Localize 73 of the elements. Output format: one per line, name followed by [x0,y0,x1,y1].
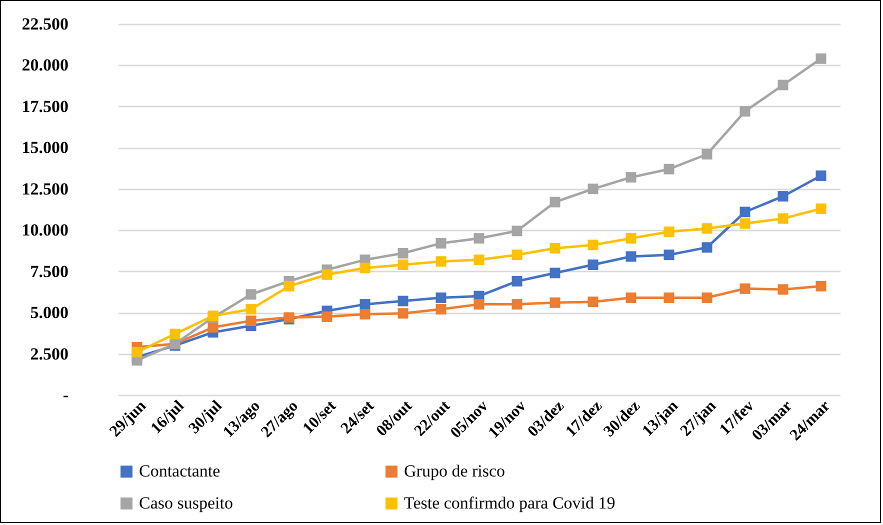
point [664,164,674,174]
point [246,304,256,314]
legend-label: Grupo de risco [404,462,506,481]
point [626,292,636,303]
point [436,304,446,314]
point [816,170,826,181]
point [436,292,446,303]
point [474,233,484,244]
point [588,240,598,250]
point [778,191,788,202]
point [436,256,446,267]
y-tick-label: 12.500 [22,179,68,198]
point [816,203,826,214]
point [550,268,560,278]
point [816,280,826,292]
point [284,280,294,292]
point [626,233,636,244]
point [740,218,750,229]
point [550,297,560,308]
point [740,283,750,294]
point [702,242,712,253]
point [398,248,408,258]
y-tick-label: 10.000 [22,220,68,240]
point [360,262,370,274]
legend-label: Teste confirmdo para Covid 19 [404,494,616,512]
point [702,292,712,303]
point [246,289,256,300]
y-tick-label: 5.000 [30,303,68,322]
point [474,299,484,310]
point [702,149,712,160]
point [816,53,826,64]
y-tick-label: 22.500 [22,14,68,34]
y-tick-label: - [62,386,69,404]
point [664,292,674,303]
point [588,296,598,308]
point [664,226,674,238]
y-tick-label: 17.500 [22,96,68,116]
point [512,299,522,310]
y-tick-label: 2.500 [30,344,68,364]
point [664,250,674,260]
point [474,254,484,266]
point [398,308,408,319]
y-tick-label: 7.500 [30,262,68,281]
point [246,316,256,326]
point [398,259,408,270]
point [626,251,636,262]
point [740,206,750,218]
point [626,172,636,183]
point [398,296,408,306]
point [588,259,598,270]
point [702,223,712,234]
point [436,238,446,249]
y-tick-label: 20.000 [22,56,68,75]
point [778,284,788,295]
y-tick-label: 15.000 [22,138,68,158]
point [512,276,522,286]
point [322,269,332,280]
point [778,80,788,90]
point [778,213,788,224]
point [360,308,370,320]
point [132,346,142,358]
point [360,299,370,310]
legend-label: Contactante [139,462,220,481]
legend-label: Caso suspeito [139,494,233,512]
point [550,243,560,254]
point [740,106,750,117]
point [512,250,522,260]
point [170,328,180,340]
point [550,196,560,208]
point [588,184,598,194]
point [208,322,218,333]
point [322,311,332,322]
point [512,226,522,236]
